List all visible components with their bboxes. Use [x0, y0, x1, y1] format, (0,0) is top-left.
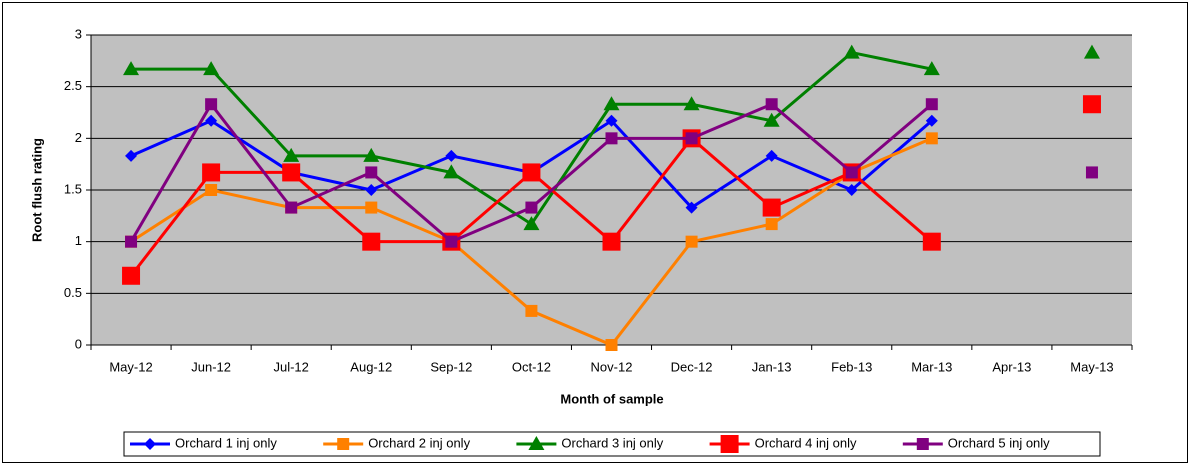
y-tick-label: 1 [75, 233, 82, 248]
marker [922, 232, 941, 251]
marker [1082, 95, 1101, 114]
marker [522, 163, 541, 182]
x-tick-label: May-13 [1070, 359, 1113, 374]
y-tick-label: 0.5 [64, 285, 82, 300]
x-tick-label: Feb-13 [831, 359, 872, 374]
y-tick-label: 2.5 [64, 78, 82, 93]
legend-label: Orchard 4 inj only [755, 435, 857, 450]
marker [205, 114, 218, 127]
y-axis-title: Root flush rating [29, 138, 44, 242]
marker [765, 149, 778, 162]
marker [843, 44, 860, 59]
marker [205, 98, 218, 111]
marker [602, 232, 621, 251]
marker [605, 339, 618, 351]
marker [605, 114, 618, 127]
marker [445, 235, 458, 248]
legend-marker [337, 438, 350, 450]
marker [283, 147, 300, 162]
marker [765, 98, 778, 111]
legend-label: Orchard 5 inj only [948, 435, 1050, 450]
x-tick-label: Sep-12 [430, 359, 472, 374]
marker [523, 216, 540, 231]
x-tick-label: Apr-13 [992, 359, 1031, 374]
marker [365, 201, 378, 214]
marker [1083, 44, 1100, 59]
marker [365, 184, 378, 196]
marker [603, 96, 620, 111]
marker [763, 112, 780, 127]
x-tick-label: Oct-12 [512, 359, 551, 374]
marker [445, 149, 458, 162]
marker [205, 184, 218, 196]
marker [122, 266, 141, 285]
marker [1085, 166, 1098, 179]
marker [443, 164, 460, 179]
legend-label: Orchard 3 inj only [561, 435, 663, 450]
legend: Orchard 1 inj only Orchard 2 inj only Orch… [123, 431, 1101, 457]
x-tick-label: Aug-12 [350, 359, 392, 374]
marker [845, 184, 858, 196]
marker [285, 201, 298, 214]
y-tick-label: 3 [75, 26, 82, 41]
x-tick-label: Jan-13 [752, 359, 792, 374]
marker [202, 163, 221, 182]
x-tick-label: May-12 [109, 359, 152, 374]
marker [923, 61, 940, 76]
marker [362, 232, 381, 251]
marker [605, 132, 618, 145]
legend-marker [720, 435, 739, 453]
marker [925, 132, 938, 145]
marker [762, 198, 781, 217]
x-tick-label: Jun-12 [191, 359, 231, 374]
marker [685, 132, 698, 145]
legend-label: Orchard 2 inj only [368, 435, 470, 450]
x-tick-label: Nov-12 [591, 359, 633, 374]
x-axis-title: Month of sample [560, 391, 663, 406]
marker [203, 61, 220, 76]
y-tick-label: 2 [75, 130, 82, 145]
marker [925, 114, 938, 127]
marker [123, 61, 140, 76]
marker [925, 98, 938, 111]
legend-label: Orchard 1 inj only [175, 435, 277, 450]
legend-marker [144, 438, 156, 450]
x-tick-label: Dec-12 [671, 359, 713, 374]
marker [363, 147, 380, 162]
marker [125, 149, 138, 162]
marker [525, 201, 538, 214]
y-tick-label: 0 [75, 336, 82, 351]
legend-marker [528, 436, 545, 450]
marker [765, 218, 778, 231]
marker [365, 166, 378, 179]
x-tick-label: Mar-13 [911, 359, 952, 374]
marker [525, 304, 538, 317]
marker [282, 163, 301, 182]
marker [845, 166, 858, 179]
marker [685, 235, 698, 248]
marker [685, 201, 698, 214]
marker [125, 235, 138, 248]
x-tick-label: Jul-12 [273, 359, 308, 374]
legend-marker [916, 438, 929, 450]
y-tick-label: 1.5 [64, 181, 82, 196]
marker [683, 96, 700, 111]
